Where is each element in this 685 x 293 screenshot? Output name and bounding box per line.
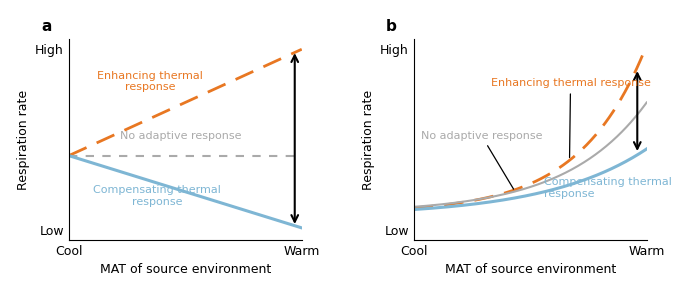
Text: a: a xyxy=(41,19,51,34)
Text: Enhancing thermal
response: Enhancing thermal response xyxy=(97,71,203,92)
Text: No adaptive response: No adaptive response xyxy=(421,131,543,189)
Text: Compensating thermal
response: Compensating thermal response xyxy=(93,185,221,207)
X-axis label: MAT of source environment: MAT of source environment xyxy=(445,263,616,276)
Y-axis label: Respiration rate: Respiration rate xyxy=(16,89,29,190)
Y-axis label: Respiration rate: Respiration rate xyxy=(362,89,375,190)
Text: No adaptive response: No adaptive response xyxy=(120,131,241,141)
Text: Enhancing thermal response: Enhancing thermal response xyxy=(490,79,651,158)
Text: Compensating thermal
response: Compensating thermal response xyxy=(544,177,672,199)
Text: b: b xyxy=(386,19,397,34)
X-axis label: MAT of source environment: MAT of source environment xyxy=(99,263,271,276)
